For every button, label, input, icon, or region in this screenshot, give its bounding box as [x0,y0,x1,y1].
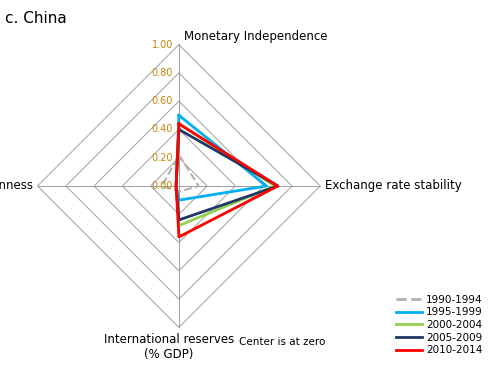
Text: Exchange rate stability: Exchange rate stability [325,180,462,192]
Text: Financial Openness: Financial Openness [0,180,33,192]
Text: 0.60: 0.60 [152,96,173,106]
Text: 1.00: 1.00 [152,40,173,49]
Text: Monetary Independence: Monetary Independence [184,30,328,43]
Text: 0.80: 0.80 [152,68,173,78]
Text: 0.40: 0.40 [152,125,173,134]
Text: 0.00: 0.00 [152,181,173,191]
Text: International reserves
(% GDP): International reserves (% GDP) [104,333,234,361]
Text: Center is at zero: Center is at zero [239,337,325,347]
Legend: 1990-1994, 1995-1999, 2000-2004, 2005-2009, 2010-2014: 1990-1994, 1995-1999, 2000-2004, 2005-20… [392,291,487,359]
Text: 0.20: 0.20 [152,153,173,163]
Text: c. China: c. China [5,11,67,26]
